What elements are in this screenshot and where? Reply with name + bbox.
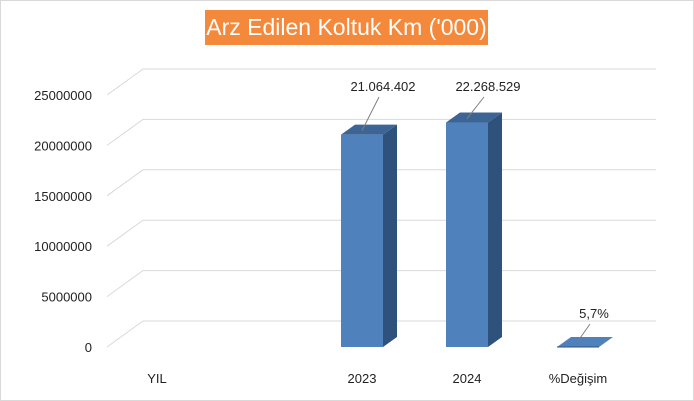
y-tick-label: 10000000 [34,239,92,254]
x-category-label: YIL [147,371,167,386]
y-tick-label: 5000000 [41,290,92,305]
chart-title: Arz Edilen Koltuk Km ('000) [205,10,488,45]
x-category-label: %Değişim [549,371,608,386]
bar-side-2023 [383,124,397,347]
x-category-label: 2024 [453,371,482,386]
data-label: 21.064.402 [350,79,415,94]
bar-top-2023 [341,124,397,135]
bar-front-2023 [341,134,383,347]
bar-change [557,337,613,347]
gridline [106,68,656,96]
y-axis-ticks: 0 5000000 10000000 15000000 20000000 25000000 [34,88,92,355]
data-label-leader [466,96,485,119]
data-label-leader [361,96,380,131]
y-tick-label: 20000000 [34,138,92,153]
bar-side-2024 [488,112,502,347]
data-label-leader [577,323,591,342]
y-tick-label: 0 [85,340,92,355]
data-label: 22.268.529 [455,79,520,94]
y-tick-label: 25000000 [34,88,92,103]
x-axis-categories: YIL 2023 2024 %Değişim [147,371,607,386]
bars [341,112,613,348]
x-category-label: 2023 [348,371,377,386]
y-tick-label: 15000000 [34,189,92,204]
data-labels: 21.064.402 22.268.529 5,7% [350,79,609,342]
bar-front-2024 [446,122,488,347]
bar-top-2024 [446,112,502,123]
data-label: 5,7% [579,306,609,321]
